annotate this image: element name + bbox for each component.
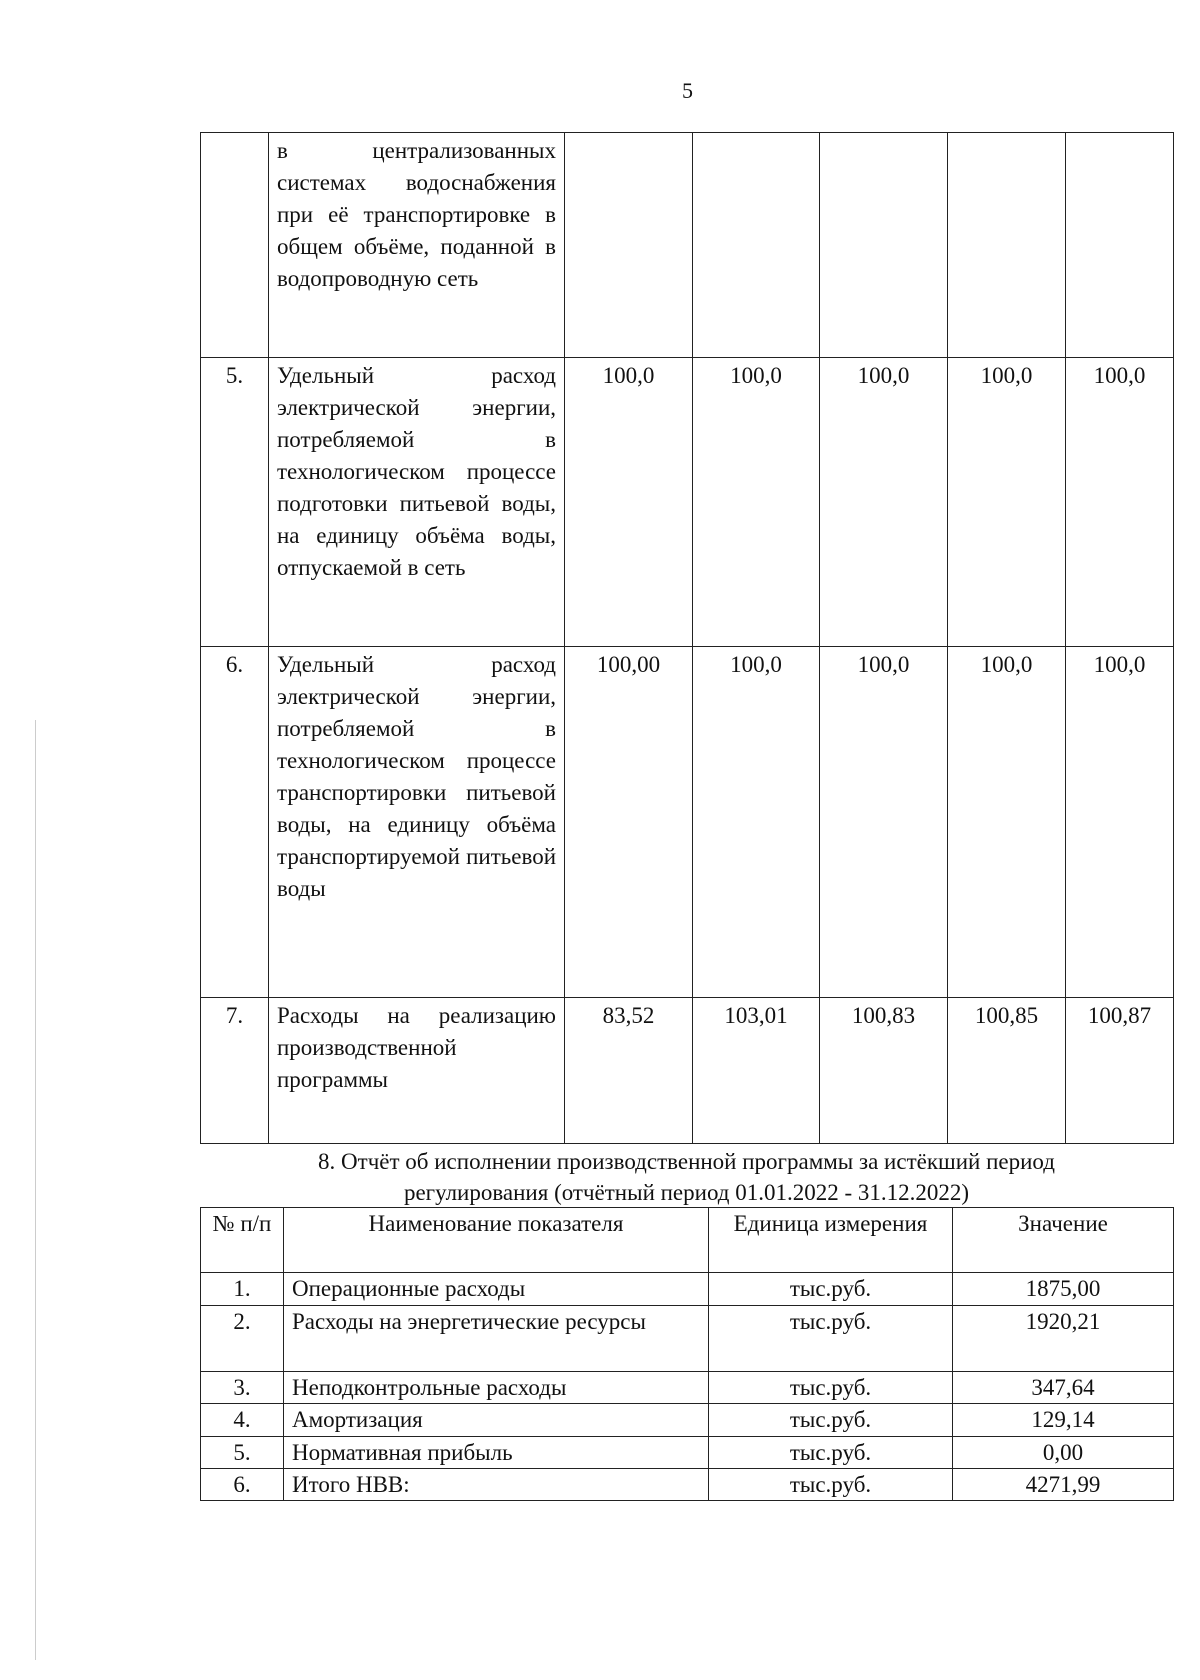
indicator-value bbox=[947, 132, 1066, 358]
table-row: 5. Удельный расход электрической энергии,… bbox=[200, 357, 1174, 647]
row-number: 6. bbox=[200, 646, 269, 998]
header-num: № п/п bbox=[200, 1207, 284, 1273]
indicator-value: 100,0 bbox=[692, 646, 820, 998]
row-number: 3. bbox=[200, 1371, 284, 1404]
row-number: 6. bbox=[200, 1468, 284, 1501]
indicator-value: 83,52 bbox=[564, 997, 693, 1144]
value: 347,64 bbox=[952, 1371, 1174, 1404]
value: 129,14 bbox=[952, 1403, 1174, 1437]
section-8-heading: 8. Отчёт об исполнении производственной … bbox=[200, 1146, 1173, 1208]
table-row: в централизованных системах водоснабжени… bbox=[200, 132, 1174, 358]
value: 4271,99 bbox=[952, 1468, 1174, 1501]
table-row: 6. Итого НВВ: тыс.руб. 4271,99 bbox=[200, 1468, 1174, 1501]
indicator-name: Итого НВВ: bbox=[283, 1468, 709, 1501]
indicator-name: Нормативная прибыль bbox=[283, 1436, 709, 1469]
indicator-name: Операционные расходы bbox=[283, 1272, 709, 1306]
value: 1920,21 bbox=[952, 1305, 1174, 1372]
indicator-value: 100,87 bbox=[1065, 997, 1174, 1144]
indicator-name: Удельный расход электрической энергии, п… bbox=[268, 357, 565, 647]
table-row: 4. Амортизация тыс.руб. 129,14 bbox=[200, 1403, 1174, 1437]
value: 1875,00 bbox=[952, 1272, 1174, 1306]
indicator-value: 100,0 bbox=[947, 357, 1066, 647]
table-row: 2. Расходы на энергетические ресурсы тыс.р… bbox=[200, 1305, 1174, 1372]
table-header-row: № п/п Наименование показателя Единица из… bbox=[200, 1207, 1174, 1273]
page-number: 5 bbox=[682, 78, 693, 103]
table-row: 3. Неподконтрольные расходы тыс.руб. 347,64 bbox=[200, 1371, 1174, 1404]
indicator-name: Расходы на энергетические ресурсы bbox=[283, 1305, 709, 1372]
row-number: 1. bbox=[200, 1272, 284, 1306]
indicator-value bbox=[692, 132, 820, 358]
indicator-value: 100,00 bbox=[564, 646, 693, 998]
indicator-name: Неподконтрольные расходы bbox=[283, 1371, 709, 1404]
table-row: 5. Нормативная прибыль тыс.руб. 0,00 bbox=[200, 1436, 1174, 1469]
row-number: 5. bbox=[200, 357, 269, 647]
indicator-value: 100,0 bbox=[1065, 646, 1174, 998]
indicator-value: 100,0 bbox=[1065, 357, 1174, 647]
header-name: Наименование показателя bbox=[283, 1207, 709, 1273]
scan-margin-line bbox=[35, 720, 36, 1660]
table-row: 6. Удельный расход электрической энергии,… bbox=[200, 646, 1174, 998]
row-number: 4. bbox=[200, 1403, 284, 1437]
unit: тыс.руб. bbox=[708, 1272, 953, 1306]
unit: тыс.руб. bbox=[708, 1403, 953, 1437]
value: 0,00 bbox=[952, 1436, 1174, 1469]
indicators-table: в централизованных системах водоснабжени… bbox=[200, 132, 1174, 1144]
header-value: Значение bbox=[952, 1207, 1174, 1273]
indicator-value: 100,0 bbox=[819, 357, 948, 647]
indicator-value: 100,0 bbox=[564, 357, 693, 647]
header-unit: Единица измерения bbox=[708, 1207, 953, 1273]
indicator-name: Амортизация bbox=[283, 1403, 709, 1437]
indicator-name: Расходы на реализацию производственной п… bbox=[268, 997, 565, 1144]
indicator-value: 100,0 bbox=[947, 646, 1066, 998]
row-number: 7. bbox=[200, 997, 269, 1144]
indicator-value bbox=[819, 132, 948, 358]
indicator-value: 100,83 bbox=[819, 997, 948, 1144]
unit: тыс.руб. bbox=[708, 1371, 953, 1404]
row-number bbox=[200, 132, 269, 358]
table-row: 7. Расходы на реализацию производственной… bbox=[200, 997, 1174, 1144]
unit: тыс.руб. bbox=[708, 1436, 953, 1469]
indicator-name: в централизованных системах водоснабжени… bbox=[268, 132, 565, 358]
unit: тыс.руб. bbox=[708, 1305, 953, 1372]
unit: тыс.руб. bbox=[708, 1468, 953, 1501]
indicator-value: 100,85 bbox=[947, 997, 1066, 1144]
indicator-value bbox=[1065, 132, 1174, 358]
indicator-value: 100,0 bbox=[819, 646, 948, 998]
row-number: 2. bbox=[200, 1305, 284, 1372]
indicator-value: 100,0 bbox=[692, 357, 820, 647]
indicator-name: Удельный расход электрической энергии, п… bbox=[268, 646, 565, 998]
indicator-value: 103,01 bbox=[692, 997, 820, 1144]
section-8-title-line1: 8. Отчёт об исполнении производственной … bbox=[318, 1149, 1055, 1174]
row-number: 5. bbox=[200, 1436, 284, 1469]
section-8-title-line2: регулирования (отчётный период 01.01.202… bbox=[403, 1180, 970, 1205]
indicator-value bbox=[564, 132, 693, 358]
report-table: № п/п Наименование показателя Единица из… bbox=[200, 1207, 1174, 1501]
table-row: 1. Операционные расходы тыс.руб. 1875,00 bbox=[200, 1272, 1174, 1306]
